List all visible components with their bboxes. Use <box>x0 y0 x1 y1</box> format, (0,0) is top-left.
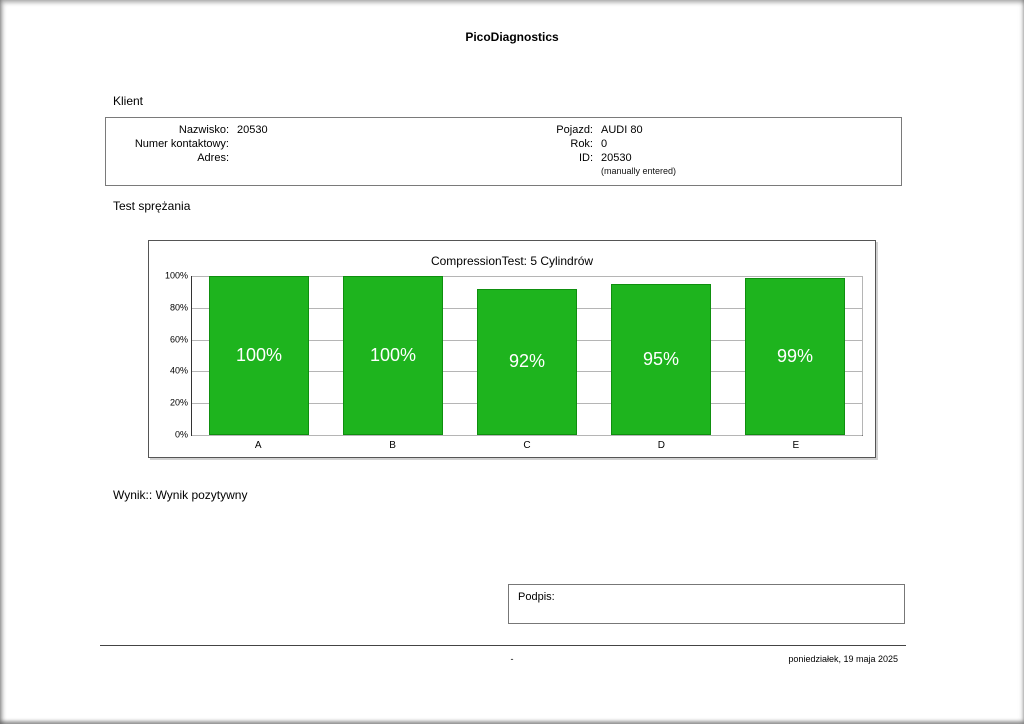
client-row-nazwisko: Nazwisko: 20530 <box>106 123 268 137</box>
manually-entered-note: (manually entered) <box>601 166 677 176</box>
client-section-label: Klient <box>113 94 144 108</box>
plot-area: 100% 100% 92% 95% 99% 100% 80% 60% 40% 20% 0% <box>165 271 863 440</box>
client-field-label: Numer kontaktowy: <box>134 138 229 150</box>
y-axis-tick-label: 20% <box>169 397 188 408</box>
bar-cylinder-D: 95% <box>610 283 712 435</box>
x-axis-label: E <box>792 440 800 451</box>
bar-value-label: 95% <box>642 348 680 369</box>
bar-slot: 92% <box>460 276 594 435</box>
client-field-label: Nazwisko: <box>178 124 229 136</box>
client-info-left-column: Nazwisko: 20530 Numer kontaktowy: Adres: <box>106 123 268 165</box>
client-field-value: 20530 <box>601 152 632 164</box>
bar-cylinder-E: 99% <box>744 277 846 435</box>
client-field-label: Adres: <box>197 152 229 164</box>
y-axis-tick-label: 100% <box>164 270 188 281</box>
bar-slot: 100% <box>192 276 326 435</box>
bar-cylinder-A: 100% <box>208 276 310 435</box>
footer-divider <box>100 645 906 646</box>
bar-cylinder-C: 92% <box>476 288 578 435</box>
client-field-label: Pojazd: <box>556 124 593 136</box>
footer-date: poniedziałek, 19 maja 2025 <box>788 654 898 664</box>
x-axis-label: C <box>523 440 531 451</box>
x-axis-labels: A B C D E <box>191 440 863 451</box>
client-row-adres: Adres: <box>106 151 268 165</box>
bar-slot: 95% <box>594 276 728 435</box>
footer-center-text: - <box>510 654 514 664</box>
bars-row: 100% 100% 92% 95% 99% <box>192 276 862 435</box>
compression-test-chart: CompressionTest: 5 Cylindrów 100% 100% 92%… <box>148 240 876 458</box>
client-row-rok: Rok: 0 <box>488 137 676 151</box>
app-title: PicoDiagnostics <box>465 30 559 44</box>
client-field-label: ID: <box>578 152 593 164</box>
client-row-pojazd: Pojazd: AUDI 80 <box>488 123 676 137</box>
bar-value-label: 100% <box>235 345 283 365</box>
chart-title: CompressionTest: 5 Cylindrów <box>430 254 594 268</box>
client-field-value: AUDI 80 <box>601 124 643 136</box>
y-axis-tick-label: 80% <box>169 302 188 313</box>
client-info-box: Nazwisko: 20530 Numer kontaktowy: Adres:… <box>105 117 902 186</box>
x-axis-label: B <box>389 440 396 451</box>
bar-value-label: 99% <box>776 345 814 366</box>
y-axis-tick-label: 60% <box>169 334 188 345</box>
client-info-right-column: Pojazd: AUDI 80 Rok: 0 ID: 20530 (manual… <box>488 123 676 177</box>
gridline <box>192 435 862 436</box>
client-row-numer-kontaktowy: Numer kontaktowy: <box>106 137 268 151</box>
y-axis-tick-label: 40% <box>169 365 188 376</box>
bar-value-label: 92% <box>508 351 546 372</box>
y-axis-tick-label: 0% <box>174 429 188 440</box>
client-row-id: ID: 20530 <box>488 151 676 165</box>
bar-slot: 99% <box>728 276 862 435</box>
client-field-value: 0 <box>601 138 608 150</box>
result-label: Wynik:: Wynik pozytywny <box>113 488 248 502</box>
signature-box: Podpis: <box>508 584 905 624</box>
x-axis-label: D <box>657 440 666 451</box>
client-field-label: Rok: <box>570 138 593 150</box>
x-axis-label: A <box>254 440 262 451</box>
bar-slot: 100% <box>326 276 460 435</box>
gridline <box>192 276 862 277</box>
test-section-label: Test sprężania <box>113 199 191 213</box>
bar-cylinder-B: 100% <box>342 276 444 435</box>
bar-value-label: 100% <box>369 345 417 365</box>
client-field-value: 20530 <box>237 124 268 136</box>
signature-label: Podpis: <box>518 591 555 603</box>
